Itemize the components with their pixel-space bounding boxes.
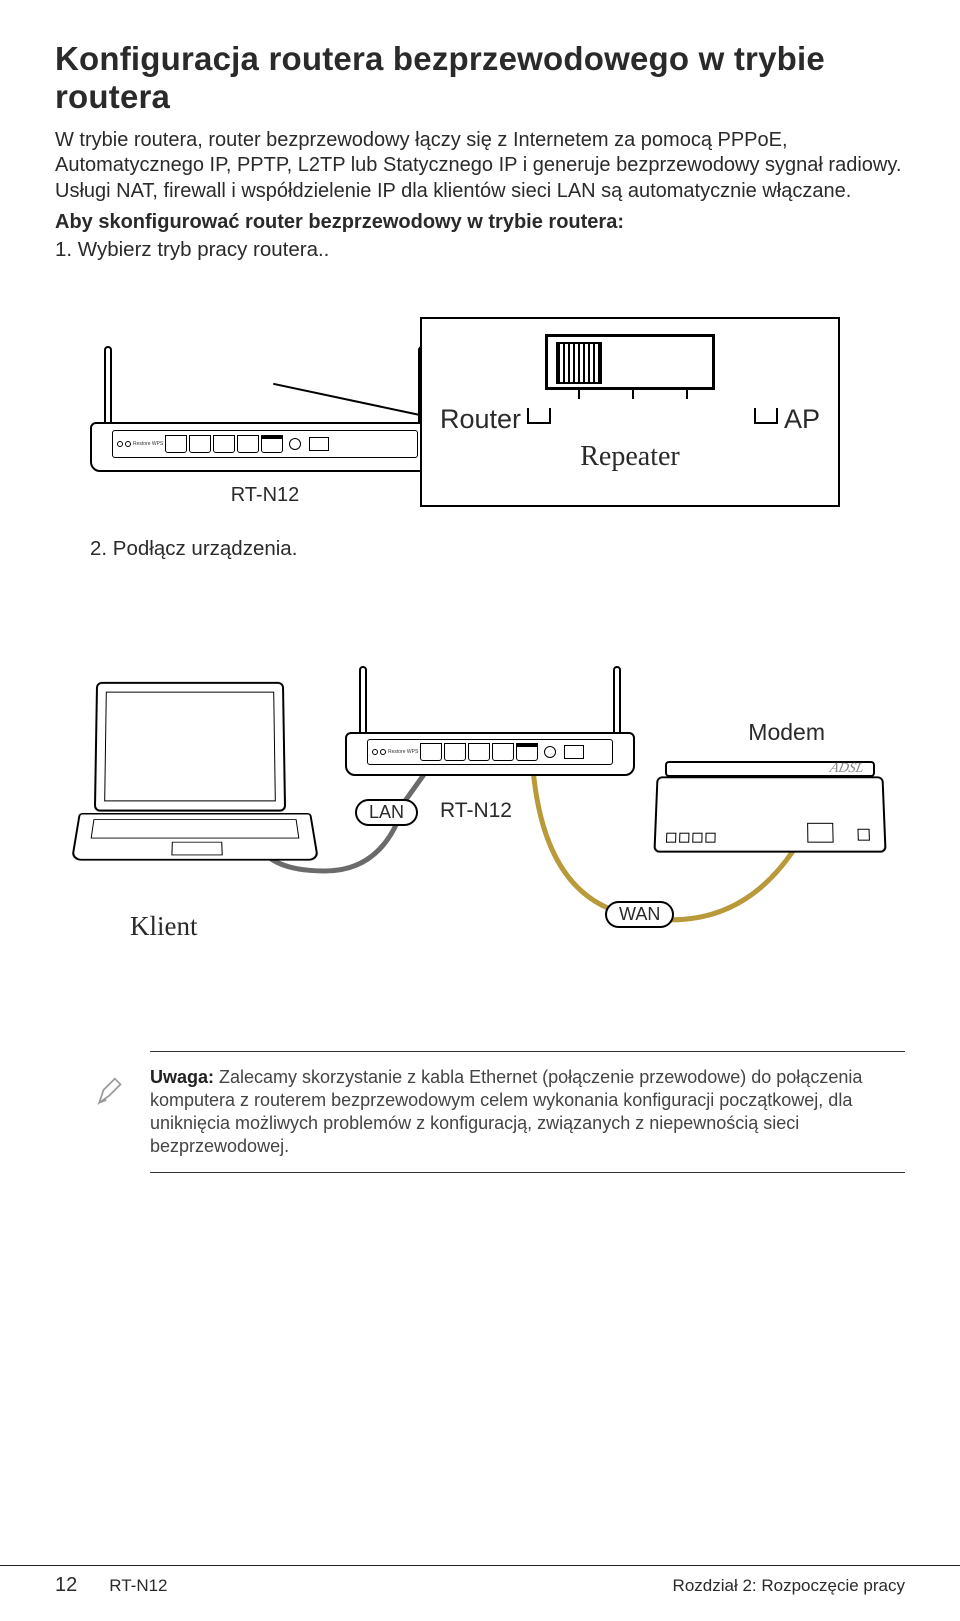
note-pen-icon xyxy=(95,1073,129,1115)
instruction-heading: Aby skonfigurować router bezprzewodowy w… xyxy=(55,211,905,234)
footer-chapter: Rozdział 2: Rozpoczęcie pracy xyxy=(673,1576,905,1596)
intro-paragraph: W trybie routera, router bezprzewodowy ł… xyxy=(55,128,905,205)
client-label: Klient xyxy=(130,911,198,942)
page-title: Konfiguracja routera bezprzewodowego w t… xyxy=(55,40,905,116)
wan-badge: WAN xyxy=(605,901,674,928)
note-rule-top xyxy=(150,1051,905,1052)
lan-badge: LAN xyxy=(355,799,418,826)
router-illustration-2: Restore WPS xyxy=(345,656,635,776)
switch-label-repeater: Repeater xyxy=(440,441,820,473)
mode-switch-callout: Router AP Repeater xyxy=(420,317,840,507)
router-model-label: RT-N12 xyxy=(90,484,440,507)
page-footer: 12 RT-N12 Rozdział 2: Rozpoczęcie pracy xyxy=(0,1565,960,1597)
modem-illustration: ADSL xyxy=(655,761,885,853)
router-rear-illustration: Restore WPS xyxy=(90,332,440,472)
note-block: Uwaga: Zalecamy skorzystanie z kabla Eth… xyxy=(55,1051,905,1173)
figure-router-mode-switch: Restore WPS RT-N12 Router AP Repeater xyxy=(90,332,905,507)
page-number: 12 xyxy=(55,1574,77,1597)
step-1: 1. Wybierz tryb pracy routera.. xyxy=(55,238,905,262)
laptop-illustration xyxy=(75,681,315,865)
switch-label-router: Router xyxy=(440,404,521,435)
note-rule-bottom xyxy=(150,1172,905,1173)
adsl-label: ADSL xyxy=(828,761,865,777)
modem-label: Modem xyxy=(748,719,825,746)
switch-label-ap: AP xyxy=(784,404,820,435)
footer-model: RT-N12 xyxy=(109,1576,167,1596)
mode-switch-illustration xyxy=(545,334,715,390)
step-2: 2. Podłącz urządzenia. xyxy=(90,537,905,561)
note-text: Uwaga: Zalecamy skorzystanie z kabla Eth… xyxy=(150,1066,905,1158)
router-model-label-2: RT-N12 xyxy=(440,799,512,823)
figure-connection-diagram: Klient Restore WPS RT-N12 LAN WAN Modem … xyxy=(75,601,905,971)
